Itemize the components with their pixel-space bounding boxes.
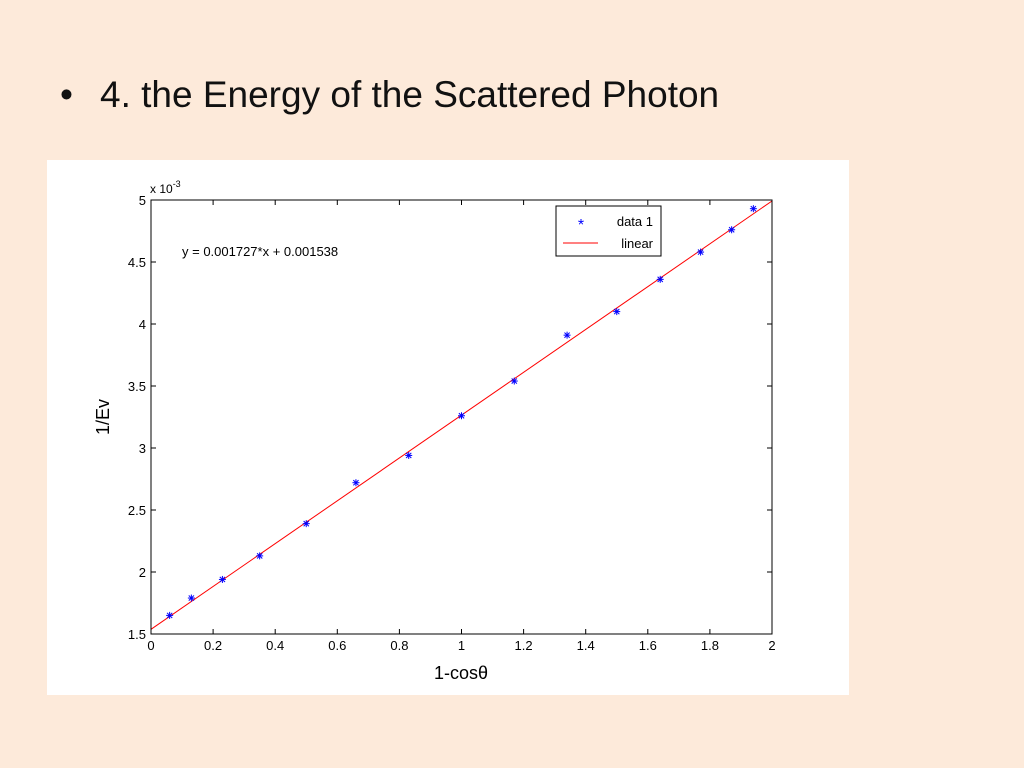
x-tick-label: 1.4 — [577, 638, 595, 653]
data-point-stroke — [728, 226, 735, 233]
x-tick-label: 1.6 — [639, 638, 657, 653]
data-point — [563, 331, 571, 339]
data-point-stroke — [458, 412, 465, 419]
x-tick-label: 0.2 — [204, 638, 222, 653]
data-point-stroke — [697, 249, 704, 256]
data-point-stroke — [511, 378, 518, 384]
data-points — [166, 205, 757, 619]
data-point — [613, 308, 621, 316]
slide-title-text: 4. the Energy of the Scattered Photon — [100, 74, 720, 115]
x-tick-label: 1 — [458, 638, 465, 653]
data-point-stroke — [405, 452, 412, 459]
data-point — [728, 226, 736, 234]
data-point — [302, 520, 310, 528]
y-tick-label: 3.5 — [128, 379, 146, 394]
data-point — [749, 205, 757, 213]
y-axis-label: 1/Ev — [93, 399, 113, 435]
data-point-stroke — [352, 479, 359, 486]
legend-box — [555, 205, 662, 257]
x-tick-label: 0 — [147, 638, 154, 653]
chart-figure: 0 0.2 0.4 0.6 0.8 1 1.2 1.4 1.6 1.8 2 1.5 2 2.5 3 3.5 4 4… — [47, 160, 849, 695]
legend-marker-data-1: * — [578, 217, 584, 234]
bullet-icon: • — [60, 74, 73, 115]
data-point — [256, 552, 264, 560]
data-point-stroke — [657, 276, 664, 283]
data-point-stroke — [613, 308, 620, 315]
y-exponent-label: x 10-3 — [150, 179, 181, 196]
data-point — [510, 377, 518, 385]
x-tick-label: 0.8 — [390, 638, 408, 653]
y-tick-label: 4.5 — [128, 255, 146, 270]
data-point — [656, 275, 664, 283]
data-point-stroke — [188, 595, 195, 601]
data-point — [187, 594, 195, 602]
slide-title: • 4. the Energy of the Scattered Photon — [60, 74, 719, 116]
x-tick-label: 0.4 — [266, 638, 284, 653]
scatter-chart: 0 0.2 0.4 0.6 0.8 1 1.2 1.4 1.6 1.8 2 1.5 2 2.5 3 3.5 4 4… — [93, 179, 776, 683]
x-tick-label: 1.2 — [515, 638, 533, 653]
y-tick-label: 1.5 — [128, 627, 146, 642]
y-tick-label: 2 — [139, 565, 146, 580]
axis-ticks: 0 0.2 0.4 0.6 0.8 1 1.2 1.4 1.6 1.8 2 1.5 2 2.5 3 3.5 4 4… — [128, 193, 776, 653]
y-tick-label: 4 — [139, 317, 146, 332]
data-point-stroke — [750, 205, 757, 212]
data-point-stroke — [564, 332, 571, 339]
y-tick-label: 5 — [139, 193, 146, 208]
data-point-stroke — [166, 612, 173, 619]
y-tick-label: 3 — [139, 441, 146, 456]
y-tick-label: 2.5 — [128, 503, 146, 518]
data-point-stroke — [303, 520, 310, 527]
legend-label-data-1: data 1 — [617, 214, 653, 229]
data-point-stroke — [219, 576, 226, 583]
data-point — [352, 479, 360, 487]
x-axis-label: 1-cosθ — [434, 663, 488, 683]
axes-box — [150, 199, 773, 635]
x-tick-label: 1.8 — [701, 638, 719, 653]
x-tick-label: 2 — [768, 638, 775, 653]
data-point-stroke — [256, 552, 263, 559]
x-tick-label: 0.6 — [328, 638, 346, 653]
fit-equation: y = 0.001727*x + 0.001538 — [182, 244, 338, 259]
data-point — [218, 575, 226, 583]
legend-label-linear: linear — [621, 236, 653, 251]
data-point — [458, 412, 465, 420]
legend: * data 1 linear — [555, 205, 662, 257]
data-point — [697, 248, 705, 256]
data-point — [166, 611, 174, 619]
data-point — [405, 451, 413, 459]
